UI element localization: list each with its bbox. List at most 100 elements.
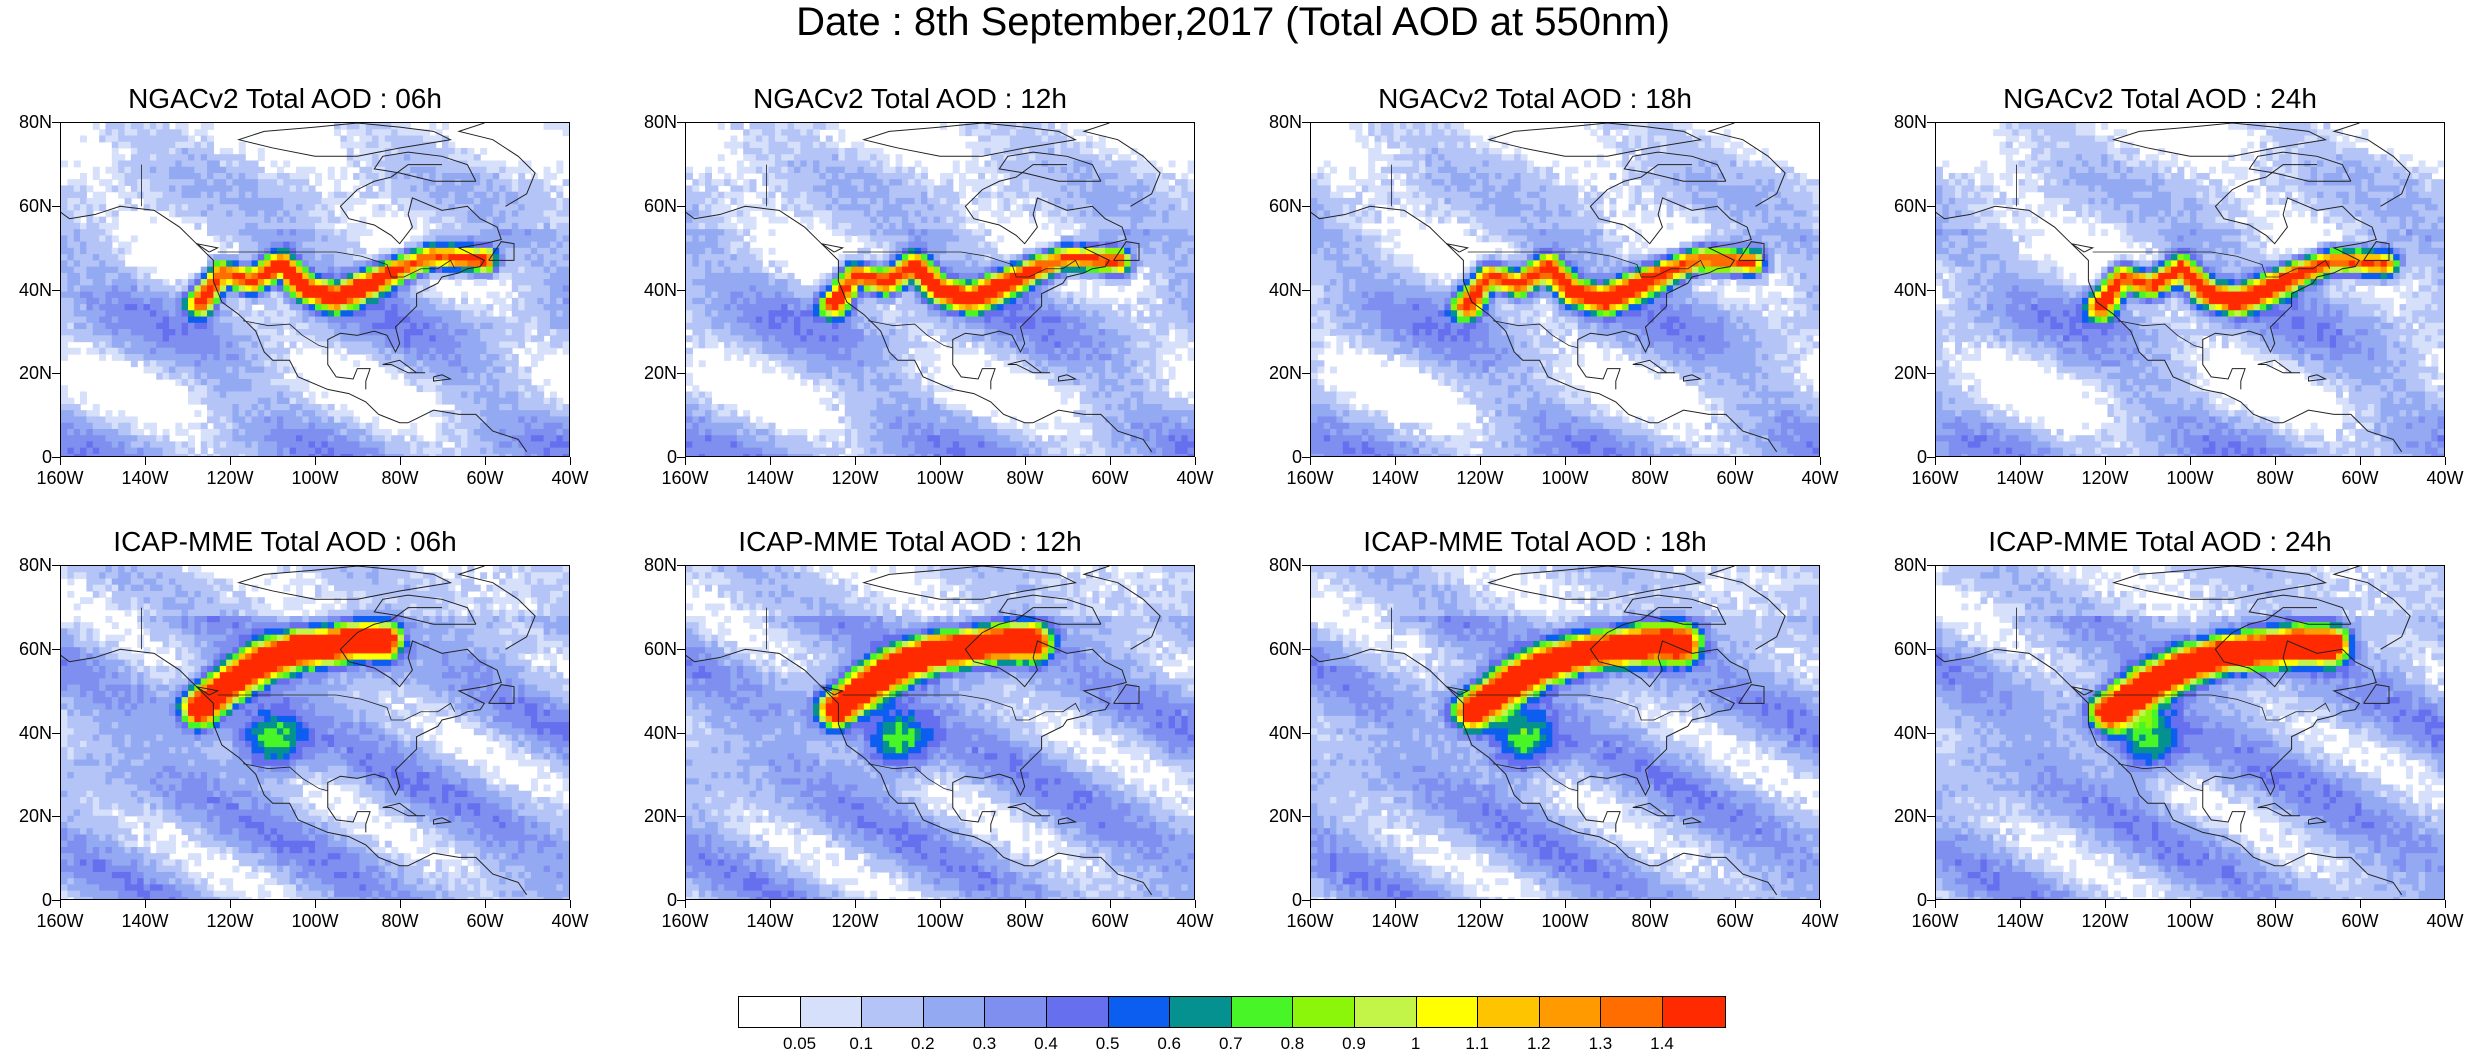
aod-cell (219, 322, 227, 330)
aod-cell (1111, 254, 1119, 261)
aod-cell (200, 191, 208, 199)
aod-cell (67, 435, 75, 443)
aod-cell (416, 435, 424, 443)
aod-cell (511, 410, 519, 418)
aod-cell (851, 291, 859, 299)
aod-cell (499, 266, 507, 274)
aod-cell (1035, 279, 1043, 286)
aod-cell (825, 279, 833, 286)
aod-cell (308, 247, 316, 255)
aod-cell (416, 366, 424, 374)
aod-cell (461, 354, 468, 361)
aod-cell (933, 216, 941, 224)
aod-cell (461, 410, 468, 418)
aod-cell (978, 285, 986, 293)
aod-cell (543, 291, 551, 299)
aod-cell (308, 254, 316, 261)
aod-cell (308, 266, 316, 274)
aod-cell (530, 354, 538, 361)
aod-cell (940, 216, 947, 224)
aod-cell (537, 447, 545, 455)
aod-cell (965, 247, 973, 255)
aod-cell (556, 335, 564, 343)
aod-cell (251, 247, 259, 255)
aod-cell (448, 428, 456, 436)
aod-cell (219, 266, 227, 274)
aod-cell (1054, 191, 1062, 199)
aod-cell (537, 453, 545, 456)
aod-cell (530, 204, 538, 212)
aod-cell (422, 191, 430, 199)
aod-cell (882, 172, 890, 180)
aod-cell (295, 260, 303, 268)
aod-cell (188, 147, 195, 155)
aod-cell (1003, 254, 1011, 261)
aod-cell (876, 285, 884, 293)
aod-cell (1047, 160, 1055, 168)
aod-cell (111, 266, 119, 274)
aod-cell (870, 291, 878, 299)
aod-cell (920, 216, 928, 224)
aod-cell (276, 372, 284, 380)
aod-cell (264, 310, 272, 318)
aod-cell (537, 291, 545, 299)
aod-cell (118, 179, 126, 187)
aod-cell (978, 135, 986, 143)
aod-cell (130, 129, 138, 137)
aod-cell (289, 285, 297, 293)
aod-cell (518, 285, 526, 293)
aod-cell (813, 204, 820, 212)
aod-cell (226, 435, 234, 443)
aod-cell (749, 247, 757, 255)
aod-cell (73, 435, 81, 443)
aod-cell (80, 335, 87, 343)
aod-cell (99, 416, 107, 424)
aod-cell (473, 166, 481, 174)
aod-cell (327, 329, 335, 336)
aod-cell (143, 154, 151, 162)
aod-cell (901, 166, 909, 174)
aod-cell (851, 185, 859, 193)
aod-cell (1124, 222, 1132, 230)
aod-cell (1155, 222, 1163, 230)
aod-cell (162, 285, 170, 293)
aod-cell (162, 279, 170, 286)
aod-cell (762, 160, 770, 168)
aod-cell (762, 154, 770, 162)
aod-cell (940, 279, 947, 286)
aod-cell (505, 185, 513, 193)
aod-cell (800, 197, 808, 205)
aod-cell (226, 322, 234, 330)
aod-cell (984, 123, 992, 130)
aod-cell (1162, 210, 1170, 218)
panel-title: NGACv2 Total AOD : 06h (0, 82, 570, 116)
aod-cell (480, 410, 488, 418)
aod-cell (543, 304, 551, 311)
aod-cell (384, 297, 392, 305)
aod-cell (403, 210, 411, 218)
aod-cell (895, 241, 903, 249)
aod-cell (143, 185, 151, 193)
aod-cell (946, 272, 954, 280)
aod-cell (1092, 172, 1100, 180)
aod-cell (562, 441, 569, 449)
aod-cell (1187, 210, 1194, 218)
aod-cell (289, 447, 297, 455)
aod-cell (698, 279, 706, 286)
aod-cell (863, 185, 871, 193)
aod-cell (1143, 272, 1151, 280)
aod-cell (359, 254, 367, 261)
aod-cell (692, 222, 700, 230)
aod-cell (1162, 197, 1170, 205)
aod-cell (61, 297, 68, 305)
aod-cell (556, 160, 564, 168)
aod-cell (232, 347, 240, 355)
aod-cell (997, 204, 1005, 212)
aod-cell (901, 172, 909, 180)
aod-cell (207, 266, 214, 274)
aod-cell (238, 347, 246, 355)
aod-cell (181, 172, 189, 180)
aod-cell (384, 428, 392, 436)
aod-cell (1117, 235, 1125, 243)
aod-cell (1143, 235, 1151, 243)
